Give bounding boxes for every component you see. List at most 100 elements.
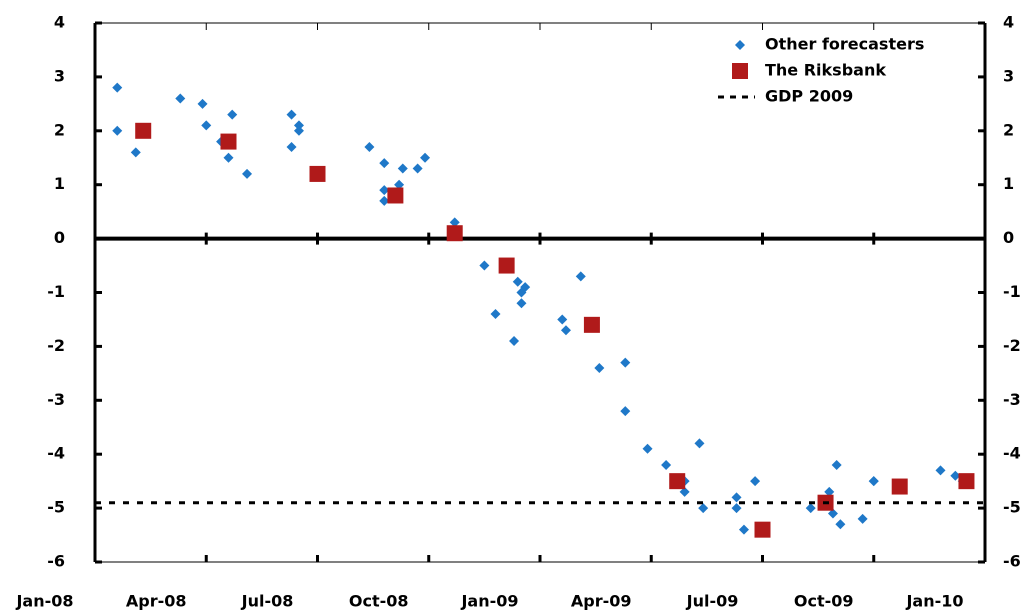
y-tick-label: -2 <box>47 336 65 355</box>
point <box>594 362 605 373</box>
point <box>379 195 390 206</box>
point <box>835 519 846 530</box>
y-tick-label: -5 <box>47 498 65 517</box>
point <box>516 298 527 309</box>
legend-label: GDP 2009 <box>765 87 853 106</box>
point <box>379 185 390 196</box>
y-tick-label: -6 <box>47 552 65 571</box>
point <box>731 503 742 514</box>
x-tick-label: Oct-09 <box>794 592 854 611</box>
point <box>135 122 152 139</box>
point <box>379 158 390 169</box>
y2-tick-label: -6 <box>1003 552 1021 571</box>
legend-swatch <box>732 63 748 79</box>
x-tick-label: Jul-08 <box>241 592 294 611</box>
point <box>479 260 490 271</box>
point <box>950 470 961 481</box>
point <box>420 152 431 163</box>
point <box>738 524 749 535</box>
point <box>412 163 423 174</box>
point <box>397 163 408 174</box>
point <box>286 109 297 120</box>
y-tick-label: 1 <box>54 174 65 193</box>
point <box>490 309 501 320</box>
point <box>827 508 838 519</box>
point <box>694 438 705 449</box>
point <box>293 125 304 136</box>
point <box>309 165 326 182</box>
point <box>509 336 520 347</box>
point <box>220 133 237 150</box>
y-tick-label: -3 <box>47 390 65 409</box>
point <box>958 473 975 490</box>
y2-tick-label: 2 <box>1003 120 1014 139</box>
x-tick-label: Apr-08 <box>126 592 187 611</box>
point <box>387 187 404 204</box>
point <box>620 357 631 368</box>
point <box>731 492 742 503</box>
point <box>197 98 208 109</box>
point <box>223 152 234 163</box>
y-tick-label: 0 <box>54 228 65 247</box>
point <box>560 325 571 336</box>
y2-tick-label: -5 <box>1003 498 1021 517</box>
point <box>575 271 586 282</box>
x-tick-label: Oct-08 <box>349 592 409 611</box>
point <box>669 473 686 490</box>
point <box>512 276 523 287</box>
point <box>754 521 771 538</box>
point <box>112 125 123 136</box>
point <box>831 459 842 470</box>
point <box>112 82 123 93</box>
y2-tick-label: -2 <box>1003 336 1021 355</box>
y2-tick-label: 4 <box>1003 13 1014 32</box>
y2-tick-label: 0 <box>1003 228 1014 247</box>
point <box>891 478 908 495</box>
point <box>175 93 186 104</box>
point <box>620 406 631 417</box>
point <box>805 503 816 514</box>
point <box>679 486 690 497</box>
point <box>498 257 515 274</box>
point <box>698 503 709 514</box>
y2-tick-label: 1 <box>1003 174 1014 193</box>
y-tick-label: 2 <box>54 120 65 139</box>
point <box>446 225 463 242</box>
point <box>227 109 238 120</box>
legend-swatch <box>735 40 745 50</box>
point <box>557 314 568 325</box>
point <box>520 282 531 293</box>
point <box>750 476 761 487</box>
y2-tick-label: -1 <box>1003 282 1021 301</box>
point <box>661 459 672 470</box>
x-tick-label: Apr-09 <box>571 592 632 611</box>
legend-label: The Riksbank <box>765 61 886 80</box>
point <box>583 316 600 333</box>
y2-tick-label: -4 <box>1003 444 1021 463</box>
point <box>201 120 212 131</box>
x-tick-label: Jul-09 <box>686 592 739 611</box>
point <box>824 486 835 497</box>
point <box>642 443 653 454</box>
x-tick-label: Jan-09 <box>460 592 518 611</box>
point <box>394 179 405 190</box>
y2-tick-label: -3 <box>1003 390 1021 409</box>
y-tick-label: -1 <box>47 282 65 301</box>
y-tick-label: 4 <box>54 13 65 32</box>
x-tick-label: Jan-10 <box>905 592 963 611</box>
point <box>130 147 141 158</box>
legend-label: Other forecasters <box>765 35 924 54</box>
point <box>868 476 879 487</box>
point <box>449 217 460 228</box>
point <box>286 141 297 152</box>
point <box>242 168 253 179</box>
point <box>293 120 304 131</box>
y2-tick-label: 3 <box>1003 66 1014 85</box>
point <box>857 513 868 524</box>
x-tick-label: Jan-08 <box>15 592 73 611</box>
y-tick-label: -4 <box>47 444 65 463</box>
y-tick-label: 3 <box>54 66 65 85</box>
point <box>935 465 946 476</box>
point <box>364 141 375 152</box>
